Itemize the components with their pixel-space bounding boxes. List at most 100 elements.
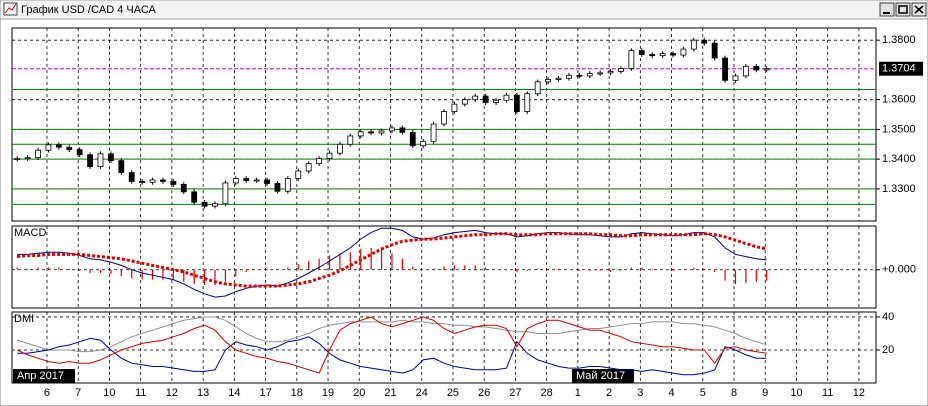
minimize-button[interactable] [879,2,895,17]
indicator-line [17,336,767,376]
candle-body [201,201,208,207]
x-tick-label: 12 [853,387,865,399]
candle-body [742,65,749,77]
candle-body [732,75,739,81]
x-tick-label: 10 [103,387,115,399]
y-tick-label: 1.3400 [882,153,916,165]
month-box [572,369,634,383]
candle-body [711,42,718,59]
title-bar [0,0,928,20]
window-icon [3,2,18,16]
candle-body [284,178,291,192]
candle-body [87,154,93,167]
x-tick-label: 10 [790,387,802,399]
x-tick-label: 1 [575,387,581,399]
candle-body [670,53,676,56]
candle-body [305,163,312,172]
candle-body [76,149,83,156]
candle-body [534,81,541,95]
close-button[interactable] [911,2,927,17]
x-tick-label: 28 [541,387,553,399]
window-title: График USD /CAD 4 ЧАСА [21,4,157,16]
y-tick-label: 1.3600 [882,94,916,106]
candle-body [628,50,635,69]
candle-body [472,95,479,101]
x-tick-label: 4 [668,387,674,399]
candle-body [597,72,604,75]
candle-body [149,179,156,183]
x-tick-label: 11 [822,387,833,399]
x-tick-label: 5 [700,387,706,399]
candle-body [451,103,458,112]
candle-body [14,158,21,160]
candle-body [45,144,52,151]
indicator-line [17,232,768,288]
candle-body [461,99,468,105]
x-tick-label: 27 [509,387,521,399]
last-price-box [879,61,923,76]
candle-body [607,71,614,74]
candle-body [524,93,531,112]
candle-body [368,131,375,134]
x-tick-label: 18 [291,387,303,399]
candle-body [337,143,343,154]
x-tick-label: 14 [228,387,240,399]
candle-body [222,182,229,205]
x-tick-label: 13 [197,387,209,399]
x-tick-label: 25 [447,387,459,399]
candle-body [649,54,656,57]
candle-body [107,153,114,162]
candle-body [763,68,770,71]
candle-body [66,146,73,151]
candle-body [701,39,708,44]
candle-body [97,153,104,167]
candle-body [212,203,218,207]
candle-body [722,57,728,81]
y-tick-label: 1.3500 [882,123,916,135]
candle-body [191,191,198,203]
candle-body [482,95,489,104]
candle-body [409,131,416,147]
candle-body [35,149,41,159]
candle-body [253,179,260,182]
candle-body [753,65,760,71]
candle-body [680,48,687,56]
candle-body [118,160,125,173]
y-tick-label: 1.3300 [882,183,916,195]
month-label: Апр 2017 [17,370,64,382]
x-tick-label: 19 [322,387,334,399]
candle-body [139,181,146,183]
indicator-line [17,227,767,298]
candle-body [316,158,322,165]
x-tick-label: 8 [731,387,737,399]
x-tick-label: 7 [75,387,81,399]
candle-body [618,68,624,72]
candle-body [378,130,385,134]
x-tick-label: 17 [259,387,271,399]
candle-body [347,135,354,145]
candle-body [357,131,364,137]
candle-body [326,152,333,159]
maximize-button[interactable] [895,2,911,17]
candle-body [638,50,645,55]
candle-body [399,127,406,133]
x-tick-label: 12 [166,387,178,399]
candle-body [503,94,510,101]
panel-title: MACD [14,227,46,239]
last-price-label: 1.3704 [882,63,916,75]
x-tick-label: 26 [478,387,490,399]
candle-body [576,74,583,77]
candle-body [389,127,395,132]
x-tick-label: 20 [353,387,365,399]
month-box [13,369,75,383]
x-tick-label: 11 [135,387,146,399]
candle-body [441,111,447,125]
candle-body [274,183,281,192]
y-tick-label: 20 [882,344,894,356]
x-tick-label: 9 [762,387,768,399]
panel-title: DMI [14,313,34,325]
candle-body [545,79,551,83]
candle-body [513,94,520,112]
